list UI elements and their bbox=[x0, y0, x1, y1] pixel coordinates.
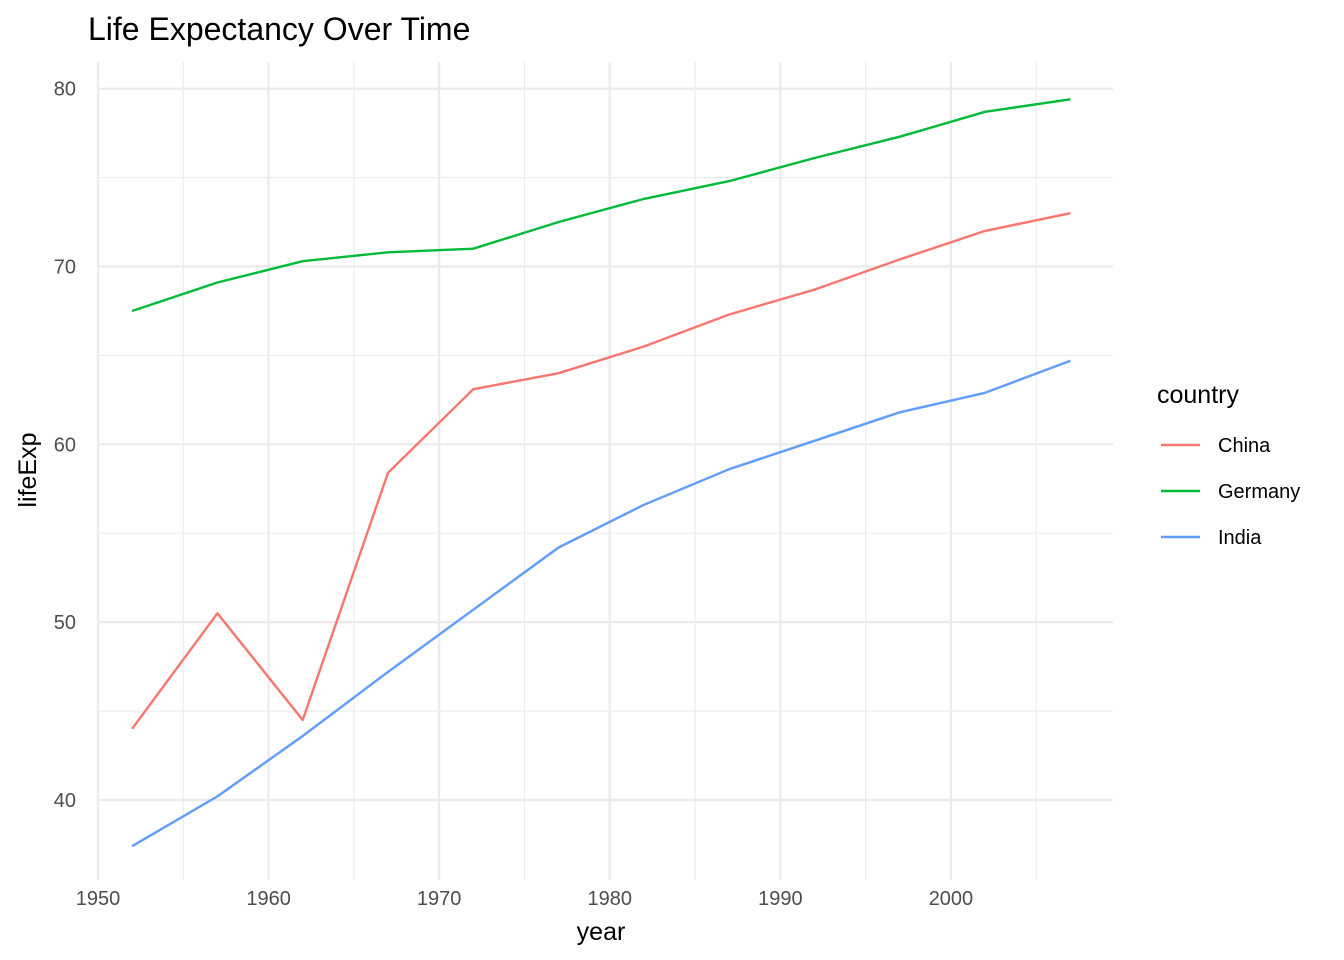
x-tick-label: 1950 bbox=[76, 888, 121, 910]
x-tick-label: 1960 bbox=[246, 888, 291, 910]
x-tick-label: 1990 bbox=[758, 888, 803, 910]
legend-item-india: India bbox=[1161, 527, 1262, 549]
y-tick-label: 70 bbox=[54, 257, 76, 279]
legend-label-india: India bbox=[1218, 527, 1262, 549]
series-lines bbox=[131, 98, 1071, 848]
y-axis-title: lifeExp bbox=[14, 432, 42, 507]
legend-label-china: China bbox=[1218, 435, 1271, 457]
y-tick-label: 80 bbox=[54, 79, 76, 101]
chart-title: Life Expectancy Over Time bbox=[88, 11, 470, 47]
legend: country China Germany India bbox=[1157, 381, 1300, 549]
series-line-china bbox=[131, 212, 1071, 730]
x-axis-title: year bbox=[577, 918, 626, 946]
legend-items: China Germany India bbox=[1161, 435, 1300, 549]
legend-title: country bbox=[1157, 381, 1239, 409]
series-line-india bbox=[131, 359, 1071, 848]
series-line-germany bbox=[131, 98, 1071, 313]
gridlines bbox=[96, 62, 1113, 880]
x-tick-label: 2000 bbox=[929, 888, 974, 910]
legend-item-china: China bbox=[1161, 435, 1271, 457]
x-tick-label: 1980 bbox=[588, 888, 633, 910]
legend-label-germany: Germany bbox=[1218, 481, 1300, 503]
legend-item-germany: Germany bbox=[1161, 481, 1300, 503]
y-tick-label: 50 bbox=[54, 612, 76, 634]
tick-labels: 40 50 60 70 80 1950 1960 1970 1980 1990 2000 bbox=[54, 79, 973, 910]
x-tick-label: 1970 bbox=[417, 888, 462, 910]
y-tick-label: 40 bbox=[54, 790, 76, 812]
y-tick-label: 60 bbox=[54, 434, 76, 456]
